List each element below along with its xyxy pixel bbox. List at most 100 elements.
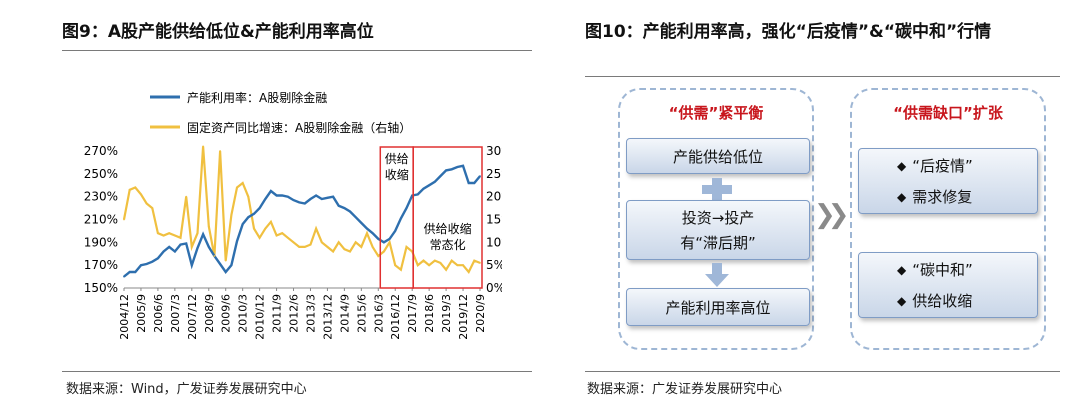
box-investment-lag-line2: 有“滞后期” bbox=[680, 234, 756, 252]
y-axis-left: 270% 250% 230% 210% 190% 170% 150% bbox=[84, 144, 118, 295]
data-point bbox=[241, 182, 244, 184]
data-point bbox=[236, 240, 238, 243]
data-point bbox=[303, 202, 306, 205]
data-point bbox=[281, 194, 284, 197]
data-point bbox=[337, 204, 340, 207]
data-point bbox=[456, 264, 459, 267]
left-source-rule bbox=[62, 371, 532, 372]
x-tick-label: 2012/6 bbox=[288, 294, 301, 333]
data-point bbox=[366, 232, 368, 235]
data-point bbox=[303, 246, 306, 248]
box-capacity-supply-low-label: 产能供给低位 bbox=[672, 147, 763, 166]
x-tick-label: 2010/3 bbox=[237, 294, 250, 333]
data-point bbox=[354, 216, 357, 219]
data-point bbox=[371, 246, 374, 248]
y-left-tick-label: 210% bbox=[84, 213, 118, 227]
data-point bbox=[247, 195, 250, 198]
data-point bbox=[287, 195, 289, 198]
y-left-tick-label: 170% bbox=[84, 258, 118, 272]
data-point bbox=[467, 182, 470, 184]
data-point bbox=[292, 241, 295, 244]
data-point bbox=[326, 246, 329, 248]
data-point bbox=[360, 222, 363, 224]
x-tick-label: 2006/6 bbox=[152, 294, 165, 333]
data-point bbox=[320, 198, 323, 200]
x-tick-label: 2008/9 bbox=[203, 294, 216, 333]
data-point bbox=[315, 194, 317, 197]
data-point bbox=[394, 230, 397, 232]
data-point bbox=[315, 227, 317, 230]
x-tick-label: 2015/6 bbox=[355, 294, 368, 333]
data-point bbox=[185, 195, 188, 198]
data-point bbox=[157, 232, 159, 235]
y-left-tick-label: 150% bbox=[84, 281, 118, 295]
right-source-rule bbox=[585, 371, 1060, 372]
data-point bbox=[275, 194, 278, 197]
data-point bbox=[383, 250, 385, 253]
data-point bbox=[258, 207, 261, 209]
annotation-label-supply-contraction-line2: 收缩 bbox=[385, 167, 409, 182]
list-item: ◆ “后疫情” bbox=[897, 155, 1037, 176]
panel-title-supply-demand-balance: “供需”紧平衡 bbox=[668, 104, 764, 122]
diamond-bullet-icon: ◆ bbox=[897, 158, 907, 173]
x-tick-label: 2019/12 bbox=[457, 294, 470, 340]
data-point bbox=[439, 175, 442, 177]
data-point bbox=[422, 259, 425, 262]
points-fixed-asset bbox=[123, 145, 481, 273]
data-point bbox=[343, 248, 346, 251]
data-point bbox=[445, 169, 447, 172]
annotation-box-normalized-contraction bbox=[412, 146, 483, 289]
data-point bbox=[388, 238, 391, 240]
data-point bbox=[287, 236, 289, 239]
legend-label-fixed-asset: 固定资产同比增速：A股剔除金融（右轴） bbox=[187, 120, 411, 135]
data-point bbox=[207, 246, 210, 248]
item-demand-recovery: 需求修复 bbox=[912, 188, 973, 206]
data-point bbox=[230, 264, 233, 267]
data-point bbox=[157, 257, 159, 260]
points-utilization bbox=[123, 164, 481, 278]
right-title-rule bbox=[585, 76, 1060, 77]
data-point bbox=[128, 188, 131, 191]
data-point bbox=[292, 199, 295, 201]
x-axis: 2004/12 2005/9 2006/6 2007/3 2007/12 2008/9 20… bbox=[118, 288, 487, 340]
data-point bbox=[213, 255, 216, 257]
data-point bbox=[405, 246, 408, 248]
y-right-tick-label: 20% bbox=[486, 190, 502, 204]
data-point bbox=[445, 268, 447, 271]
diamond-bullet-icon: ◆ bbox=[897, 262, 907, 277]
data-point bbox=[134, 271, 137, 273]
data-point bbox=[145, 263, 148, 265]
data-point bbox=[270, 220, 272, 223]
x-tick-label: 2004/12 bbox=[118, 294, 131, 340]
down-arrow-icon bbox=[705, 263, 729, 287]
list-item: ◆ “碳中和” bbox=[897, 259, 1037, 280]
y-left-tick-label: 190% bbox=[84, 235, 118, 249]
legend-label-utilization: 产能利用率：A股剔除金融 bbox=[187, 90, 327, 105]
data-point bbox=[253, 212, 255, 215]
data-point bbox=[400, 217, 402, 220]
left-figure-source: 数据来源：Wind，广发证券发展研究中心 bbox=[66, 382, 307, 397]
data-point bbox=[298, 246, 301, 248]
data-point bbox=[202, 233, 205, 236]
data-point bbox=[366, 227, 368, 230]
data-point bbox=[264, 198, 267, 200]
data-point bbox=[196, 232, 199, 235]
data-point bbox=[309, 243, 312, 246]
data-point bbox=[241, 223, 244, 226]
box-utilization-high: 产能利用率高位 bbox=[626, 288, 810, 326]
item-carbon-neutral: “碳中和” bbox=[912, 261, 973, 279]
data-point bbox=[394, 264, 397, 267]
data-point bbox=[162, 250, 165, 253]
data-point bbox=[343, 207, 346, 209]
data-point bbox=[416, 264, 419, 267]
double-chevron-icon: ❯❯ bbox=[814, 200, 850, 230]
data-point bbox=[450, 259, 453, 262]
left-figure-title: 图9：A股产能供给低位&产能利用率高位 bbox=[62, 22, 374, 42]
annotation-label-supply-contraction-line1: 供给 bbox=[385, 152, 409, 166]
data-point bbox=[179, 236, 182, 239]
y-right-tick-label: 0% bbox=[486, 281, 502, 295]
data-point bbox=[224, 271, 227, 273]
data-point bbox=[128, 271, 131, 273]
x-tick-label: 2007/3 bbox=[169, 294, 182, 333]
x-tick-label: 2009/6 bbox=[220, 294, 233, 333]
